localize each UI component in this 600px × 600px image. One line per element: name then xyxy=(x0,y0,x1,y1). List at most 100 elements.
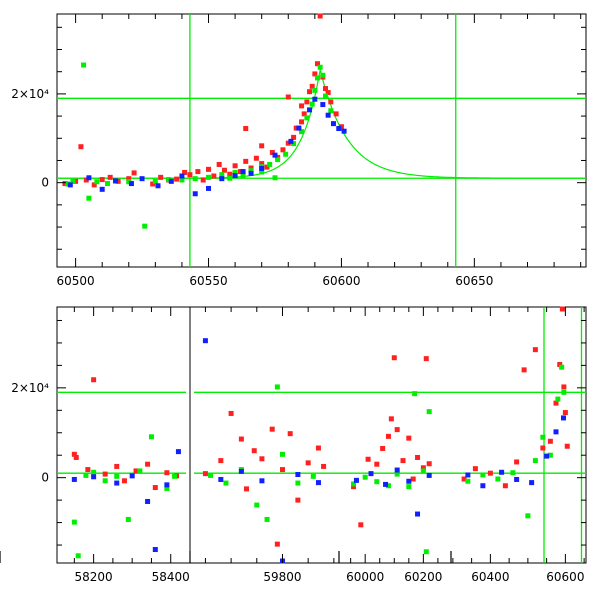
x-tick-label: 60600 xyxy=(546,570,584,584)
data-point xyxy=(115,178,121,184)
data-point xyxy=(91,377,97,383)
model-curve xyxy=(57,69,586,179)
data-point xyxy=(274,541,280,547)
data-point xyxy=(70,178,76,184)
data-point xyxy=(131,170,137,176)
data-point xyxy=(328,99,334,105)
data-point xyxy=(133,468,139,474)
data-point xyxy=(254,502,260,508)
data-point xyxy=(279,451,285,457)
data-point xyxy=(228,410,234,416)
data-point xyxy=(223,480,229,486)
data-point xyxy=(91,182,97,188)
data-point xyxy=(312,96,318,102)
data-point xyxy=(216,161,222,167)
data-point xyxy=(148,434,154,440)
x-tick-label: 60400 xyxy=(471,570,509,584)
data-point xyxy=(91,469,97,475)
x-tick-label: 58400 xyxy=(152,570,190,584)
data-point xyxy=(145,498,151,504)
data-point xyxy=(243,158,249,164)
data-point xyxy=(307,89,313,95)
data-point xyxy=(480,483,486,489)
data-point xyxy=(465,472,471,478)
data-point xyxy=(510,470,516,476)
data-point xyxy=(315,61,321,67)
data-point xyxy=(206,166,212,172)
data-point xyxy=(561,389,567,395)
data-point xyxy=(94,179,100,185)
x-tick-label: 60600 xyxy=(322,274,360,288)
data-point xyxy=(291,141,297,147)
data-point xyxy=(269,426,275,432)
data-point xyxy=(219,172,225,178)
data-point xyxy=(315,480,321,486)
data-point xyxy=(301,111,307,117)
data-point xyxy=(406,478,412,484)
data-point xyxy=(285,140,291,146)
data-point xyxy=(283,151,289,157)
data-point xyxy=(78,144,84,150)
data-point xyxy=(557,361,563,367)
data-point xyxy=(259,165,265,171)
data-point xyxy=(561,415,566,421)
data-point xyxy=(238,436,244,442)
data-point xyxy=(259,169,265,175)
data-point xyxy=(362,474,368,480)
top-model-curve xyxy=(57,69,586,179)
x-tick-label: 58200 xyxy=(75,570,113,584)
data-point xyxy=(472,466,478,472)
data-point xyxy=(71,451,77,457)
data-point xyxy=(269,149,275,155)
data-point xyxy=(353,477,359,483)
data-point xyxy=(129,473,135,479)
data-point xyxy=(553,429,559,435)
data-point xyxy=(91,474,97,480)
data-point xyxy=(561,384,567,390)
data-point xyxy=(71,519,77,525)
data-point xyxy=(150,181,156,187)
data-point xyxy=(304,99,310,105)
data-point xyxy=(137,468,143,474)
data-point xyxy=(179,173,185,179)
data-point xyxy=(426,472,432,478)
data-point xyxy=(317,13,323,19)
data-point xyxy=(406,484,412,490)
data-point xyxy=(412,391,418,397)
data-point xyxy=(299,119,305,125)
data-point xyxy=(410,476,416,482)
data-point xyxy=(202,338,208,344)
data-point xyxy=(293,125,299,131)
data-point xyxy=(164,482,170,488)
data-point xyxy=(248,168,254,174)
data-point xyxy=(237,169,243,175)
data-point xyxy=(322,86,328,92)
data-point xyxy=(275,157,281,163)
data-point xyxy=(320,72,326,78)
data-point xyxy=(244,486,250,492)
data-point xyxy=(309,83,315,89)
data-point xyxy=(423,356,429,362)
data-point xyxy=(426,461,432,467)
data-point xyxy=(532,458,538,464)
x-tick-label: 60650 xyxy=(455,274,493,288)
data-point xyxy=(126,176,132,182)
x-tick-label: 60200 xyxy=(404,570,442,584)
data-point xyxy=(406,435,412,441)
data-point xyxy=(295,497,301,503)
data-point xyxy=(166,177,172,183)
data-point xyxy=(168,178,174,184)
data-point xyxy=(152,547,158,553)
data-point xyxy=(65,181,71,187)
data-point xyxy=(320,102,326,108)
data-point xyxy=(514,459,520,465)
data-point xyxy=(380,445,386,451)
data-point xyxy=(333,111,339,117)
data-point xyxy=(202,471,208,477)
data-point xyxy=(285,94,291,100)
data-point xyxy=(218,458,224,464)
data-point xyxy=(487,470,493,476)
data-point xyxy=(325,112,331,118)
data-point xyxy=(99,177,105,183)
